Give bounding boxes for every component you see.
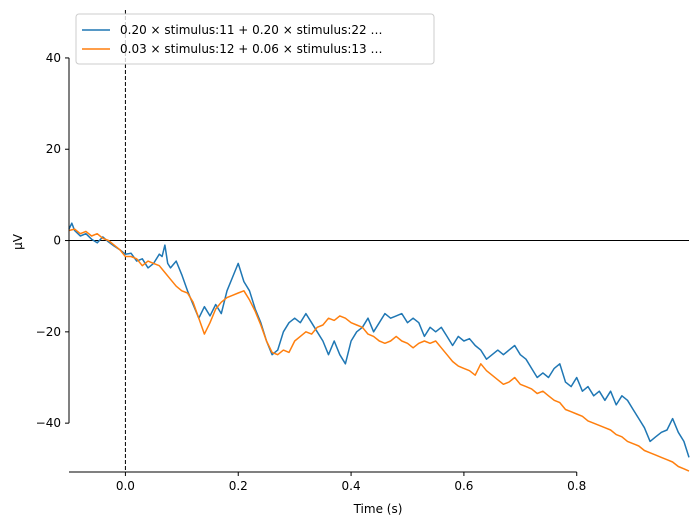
series-line-1: [68, 222, 690, 458]
x-tick-label: 0.0: [116, 479, 135, 493]
y-tick-label: 20: [46, 142, 61, 156]
x-axis-label: Time (s): [353, 502, 403, 516]
y-tick-label: 40: [46, 51, 61, 65]
legend-label-series-1: 0.20 × stimulus:11 + 0.20 × stimulus:22 …: [120, 23, 382, 37]
series-line-2: [68, 228, 690, 472]
legend-label-series-2: 0.03 × stimulus:12 + 0.06 × stimulus:13 …: [120, 42, 382, 56]
y-axis-label: µV: [11, 233, 25, 250]
legend-box: [75, 13, 435, 65]
y-tick-label: −20: [36, 325, 61, 339]
axes: 40 20 0 −20 −40 0.0 0.2 0.4 0.6 0.8: [36, 51, 587, 493]
legend: 0.20 × stimulus:11 + 0.20 × stimulus:22 …: [75, 13, 435, 65]
x-tick-label: 0.2: [229, 479, 248, 493]
y-tick-label: −40: [36, 416, 61, 430]
x-tick-label: 0.8: [567, 479, 586, 493]
x-tick-label: 0.6: [454, 479, 473, 493]
x-tick-label: 0.4: [342, 479, 361, 493]
plot-area: [68, 10, 690, 472]
y-tick-label: 0: [53, 234, 61, 248]
